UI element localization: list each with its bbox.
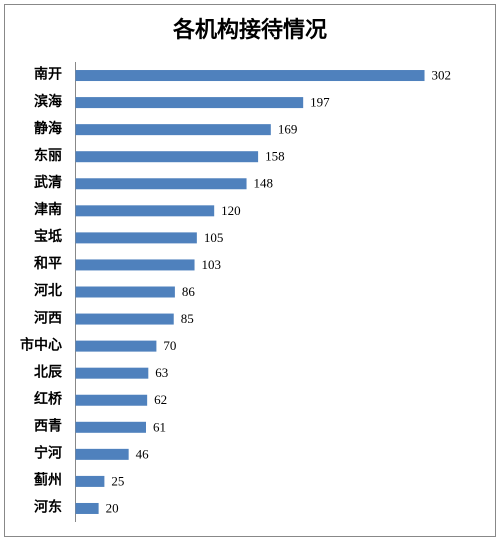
y-tick-label: 和平: [34, 256, 62, 272]
chart-title: 各机构接待情况: [172, 17, 327, 42]
bar: [75, 421, 146, 433]
y-tick-label: 滨海: [34, 93, 62, 110]
bar: [75, 124, 271, 136]
bar: [75, 286, 175, 298]
bar: [75, 178, 247, 190]
data-label: 20: [106, 500, 119, 515]
bar: [75, 232, 197, 244]
data-label: 148: [254, 176, 274, 191]
data-label: 120: [221, 203, 241, 218]
bar: [75, 448, 129, 460]
y-tick-label: 宝坻: [34, 228, 62, 245]
y-tick-label: 津南: [34, 201, 62, 218]
bar: [75, 259, 195, 271]
data-label: 86: [182, 284, 196, 299]
data-label: 169: [278, 122, 298, 137]
y-tick-label: 市中心: [20, 336, 62, 353]
bar: [75, 475, 105, 487]
bar: [75, 394, 148, 406]
y-tick-label: 河西: [34, 309, 62, 326]
data-label: 62: [154, 392, 167, 407]
y-tick-label: 武清: [34, 174, 62, 191]
data-label: 70: [163, 338, 176, 353]
bar: [75, 502, 99, 514]
y-tick-label: 蓟州: [33, 472, 62, 489]
bar: [75, 97, 304, 109]
y-tick-label: 红桥: [34, 390, 63, 407]
bar: [75, 70, 425, 82]
y-tick-label: 北辰: [34, 364, 63, 380]
chart-frame: [4, 4, 496, 537]
bar: [75, 367, 149, 379]
y-tick-label: 东丽: [34, 147, 62, 164]
data-label: 25: [111, 473, 124, 488]
data-label: 105: [204, 230, 224, 245]
data-label: 63: [155, 365, 168, 380]
data-label: 197: [310, 95, 330, 110]
bar: [75, 205, 215, 217]
bar: [75, 151, 259, 163]
data-label: 302: [432, 68, 452, 83]
data-label: 158: [265, 149, 285, 164]
y-tick-label: 河东: [34, 499, 62, 516]
data-label: 85: [181, 311, 194, 326]
data-label: 61: [153, 419, 166, 434]
bar: [75, 313, 174, 325]
y-tick-label: 河北: [34, 282, 62, 299]
bar: [75, 340, 157, 352]
data-label: 103: [202, 257, 222, 272]
y-tick-label: 西青: [34, 418, 62, 435]
y-tick-label: 宁河: [34, 445, 62, 462]
y-tick-label: 静海: [34, 120, 62, 137]
y-tick-label: 南开: [34, 66, 62, 83]
data-label: 46: [136, 446, 150, 461]
